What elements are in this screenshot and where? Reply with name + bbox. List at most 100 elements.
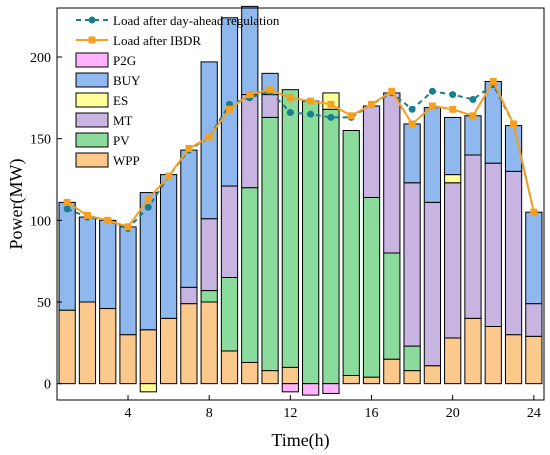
bar-mt-10 [241,94,259,189]
point-load-after-ibdr-8 [205,133,213,141]
bar-mt-9 [220,185,239,279]
point-load-after-ibdr-6 [165,172,173,180]
legend-item-buy: BUY [75,72,141,88]
point-load-after-day-ahead-regulation-19 [428,87,436,95]
point-load-after-ibdr-16 [368,100,376,108]
legend-label-buy: BUY [113,73,141,88]
y-tick-label-200: 200 [30,51,51,66]
bar-pv-17 [383,252,401,360]
point-load-after-ibdr-24 [530,208,538,216]
point-load-after-ibdr-18 [408,120,416,128]
legend-item-load-after-day-ahead-regulation: Load after day-ahead regulation [76,13,280,28]
legend-marker-load-after-ibdr [88,36,96,44]
x-tick-label-8: 8 [206,406,213,421]
legend-label-load-after-day-ahead-regulation: Load after day-ahead regulation [113,13,280,28]
point-load-after-ibdr-23 [510,120,518,128]
point-load-after-ibdr-1 [63,198,71,206]
point-load-after-ibdr-12 [286,94,294,102]
bar-wpp-23 [504,334,523,385]
bar-es-5 [139,383,157,393]
bar-wpp-8 [200,301,218,385]
bar-pv-13 [302,100,320,385]
bar-buy-2 [78,216,97,303]
x-tick-label-12: 12 [283,406,297,421]
point-load-after-ibdr-22 [489,78,497,85]
bar-wpp-1 [58,309,76,385]
bar-buy-20 [444,116,462,176]
bar-mt-23 [504,170,523,336]
bar-buy-6 [159,174,178,319]
bar-wpp-9 [220,350,239,385]
bar-wpp-20 [444,337,462,385]
y-tick-label-0: 0 [44,378,51,393]
bar-wpp-2 [78,301,97,385]
bar-pv-9 [220,277,239,352]
bar-buy-1 [58,201,76,311]
bar-buy-5 [139,192,157,331]
bar-buy-4 [119,226,137,336]
bar-buy-19 [423,107,442,203]
bar-wpp-11 [261,370,279,385]
point-load-after-ibdr-5 [144,195,152,203]
point-load-after-ibdr-15 [347,112,355,120]
bar-wpp-24 [525,335,543,385]
bar-wpp-12 [281,366,299,385]
point-load-after-ibdr-4 [124,223,132,231]
legend-marker-load-after-day-ahead-regulation [88,16,96,24]
bar-pv-14 [322,108,340,385]
bar-p2g-14 [322,383,340,394]
bar-mt-20 [444,182,462,339]
bar-mt-7 [180,286,198,305]
point-load-after-ibdr-3 [104,216,112,224]
bar-wpp-21 [464,317,482,385]
y-tick-label-50: 50 [37,296,51,311]
bar-mt-11 [261,94,279,118]
bar-mt-19 [423,201,442,367]
bar-wpp-10 [241,361,259,385]
bar-wpp-15 [342,375,360,385]
bar-mt-21 [464,154,482,319]
bar-p2g-13 [302,383,320,396]
bar-pv-18 [403,345,421,372]
legend: Load after day-ahead regulation Load afte… [75,13,280,168]
legend-item-pv: PV [75,132,130,148]
line-load-after-day-ahead-regulation [66,83,535,230]
x-tick-label-24: 24 [527,406,541,421]
bar-wpp-3 [99,308,117,385]
point-load-after-ibdr-19 [428,102,436,110]
point-load-after-day-ahead-regulation-13 [307,110,315,118]
bar-mt-17 [383,92,401,254]
bar-wpp-5 [139,329,157,385]
bar-pv-12 [281,89,299,368]
lines-layer [63,78,538,232]
point-load-after-ibdr-20 [449,105,457,113]
legend-swatch-pv [75,132,109,148]
point-load-after-day-ahead-regulation-12 [286,109,294,117]
ticks-layer: 4 8 12 16 20 24 0 50 100 150 200 [30,51,541,421]
bar-buy-3 [99,219,117,310]
legend-swatch-wpp [75,152,109,168]
point-load-after-ibdr-7 [185,144,193,152]
bar-pv-15 [342,130,360,376]
point-load-after-day-ahead-regulation-18 [408,105,416,113]
bar-mt-24 [525,303,543,337]
bar-wpp-19 [423,365,442,385]
bar-wpp-4 [119,334,137,385]
legend-swatch-es [75,92,109,108]
bar-pv-16 [362,196,381,378]
bar-wpp-22 [484,326,502,385]
point-load-after-day-ahead-regulation-1 [63,205,71,213]
bar-wpp-7 [180,303,198,385]
bar-p2g-12 [281,383,299,393]
x-tick-label-20: 20 [446,406,460,421]
point-load-after-ibdr-14 [327,100,335,108]
bar-mt-22 [484,162,502,327]
bars-layer [58,5,543,396]
point-load-after-ibdr-17 [388,87,396,95]
point-load-after-ibdr-13 [307,97,315,105]
point-load-after-day-ahead-regulation-14 [327,113,335,121]
bar-wpp-17 [383,358,401,385]
y-tick-label-100: 100 [30,214,51,229]
legend-item-wpp: WPP [75,152,140,168]
bar-pv-11 [261,116,279,372]
